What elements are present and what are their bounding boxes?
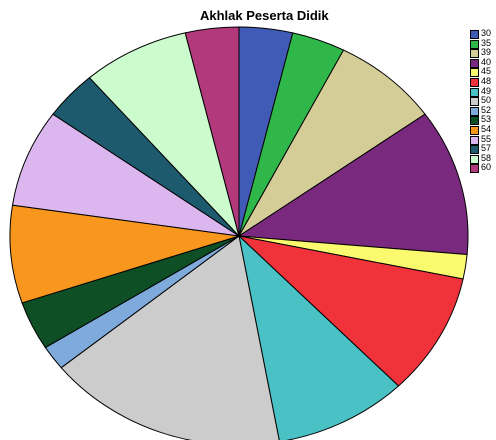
legend-item-40: 40 [470,56,496,68]
legend-swatch [470,135,479,145]
legend-label: 53 [481,114,492,125]
legend-swatch [470,30,479,39]
legend-item-39: 39 [470,47,496,59]
legend-swatch [470,164,479,174]
legend-swatch [470,58,479,68]
legend-swatch [470,87,479,97]
legend-swatch [470,78,479,87]
legend-item-52: 52 [470,104,496,116]
legend-label: 30 [481,28,492,38]
legend-label: 57 [481,143,492,154]
legend-swatch [470,154,479,164]
legend-label: 58 [481,152,492,163]
legend-swatch [470,145,479,155]
legend-item-55: 55 [470,133,496,145]
legend-label: 50 [481,95,492,106]
legend-swatch [470,126,479,135]
legend-item-45: 45 [470,66,496,78]
legend-item-60: 60 [470,162,496,174]
pie-slice-39 [238,49,426,237]
legend-item-54: 54 [470,124,496,135]
pie-slice-58 [88,32,240,237]
legend-item-30: 30 [470,28,496,39]
legend-swatch [470,49,479,59]
legend-swatch [470,106,479,116]
legend-label: 60 [481,162,492,173]
legend-label: 54 [481,124,492,134]
pie-slice-55 [11,113,240,237]
legend-item-57: 57 [470,143,496,155]
pie-slice-49 [238,234,400,440]
legend-label: 49 [481,85,492,96]
pie-slice-60 [184,26,240,237]
legend-label: 55 [481,133,492,144]
legend-item-50: 50 [470,95,496,107]
pie-slice-54 [9,204,240,304]
legend-swatch [470,116,479,126]
legend-swatch [470,68,479,78]
legend-label: 48 [481,76,492,86]
legend-label: 45 [481,66,492,77]
legend-label: 35 [481,37,492,48]
legend-label: 52 [481,104,492,115]
pie-slice-48 [237,235,464,387]
legend-item-58: 58 [470,152,496,164]
legend-label: 40 [481,56,492,67]
pie-slice-40 [237,113,469,256]
pie-slice-50 [60,235,280,440]
legend-item-49: 49 [470,85,496,97]
chart-title: Akhlak Peserta Didik [200,8,329,23]
legend-swatch [470,97,479,107]
legend-swatch [470,39,479,49]
legend-item-48: 48 [470,76,496,87]
legend-label: 39 [481,47,492,58]
legend-item-35: 35 [470,37,496,49]
legend-item-53: 53 [470,114,496,126]
